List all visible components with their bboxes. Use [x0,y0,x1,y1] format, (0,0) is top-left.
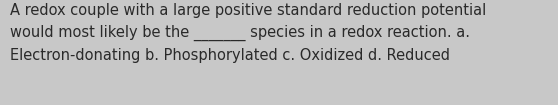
Text: A redox couple with a large positive standard reduction potential
would most lik: A redox couple with a large positive sta… [10,3,486,63]
